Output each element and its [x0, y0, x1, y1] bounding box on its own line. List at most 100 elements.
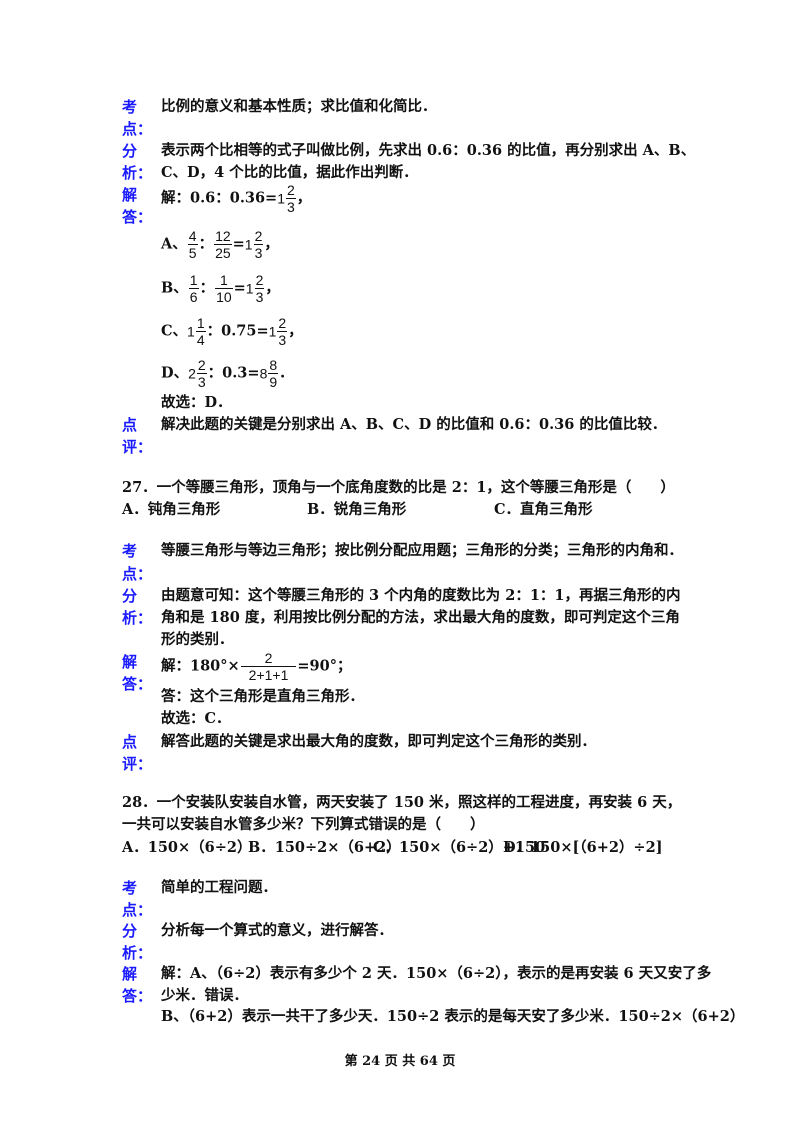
q26-option-d: D、2 2 3 ：0.3=8 8 9 ．	[161, 357, 294, 390]
whole: 2	[188, 365, 196, 382]
whole: 1	[187, 323, 195, 340]
fraction: 2 2+1+1	[240, 650, 297, 683]
q26-fenxi-2: C、D，4 个比的比值，据此作出判断．	[161, 164, 418, 181]
denominator: 3	[287, 199, 295, 215]
text: =	[233, 279, 246, 297]
denominator: 2+1+1	[248, 667, 289, 683]
q27-option-b: B．锐角三角形	[307, 501, 407, 518]
label-dian: 点	[122, 416, 138, 434]
text: ，	[296, 189, 312, 207]
q26-fenxi-1: 表示两个比相等的式子叫做比例，先求出 0.6：0.36 的比值，再分别求出 A、…	[161, 142, 696, 159]
numerator: 1	[188, 272, 199, 289]
label-da: 答：	[122, 987, 153, 1005]
q28-question-1: 28．一个安装队安装自水管，两天安装了 150 米，照这样的工程进度，再安装 6…	[122, 794, 682, 811]
label-ping: 评：	[122, 438, 153, 456]
whole: 1	[277, 190, 285, 207]
label-kao: 考	[122, 879, 138, 897]
q28-jieda-2: 少米．错误．	[161, 987, 248, 1004]
label-xi: 析：	[122, 164, 153, 182]
q27-answer: 故选：C．	[161, 710, 231, 727]
q26-option-c: C、1 1 4 ：0.75=1 2 3，	[161, 315, 303, 348]
q28-kaodian: 简单的工程问题．	[161, 879, 277, 896]
text: ：	[199, 279, 215, 297]
q28-option-d: D．150×[（6+2）÷2]	[503, 839, 663, 856]
q27-option-a: A．钝角三角形	[122, 501, 221, 518]
label-kao: 考	[122, 542, 138, 560]
denominator: 3	[197, 374, 206, 390]
text: D、	[161, 364, 189, 382]
q27-fenxi-2: 角和是 180 度，利用按比例分配的方法，求出最大角的度数，即可判定这个三角	[161, 609, 680, 626]
text: ，	[288, 322, 303, 340]
fraction: 12 25	[214, 228, 232, 261]
label-fen: 分	[122, 922, 138, 940]
page-footer: 第 24 页 共 64 页	[344, 1054, 456, 1069]
label-xi: 析：	[122, 609, 153, 627]
denominator: 25	[215, 245, 231, 261]
q27-fenxi-3: 形的类别．	[161, 631, 234, 648]
numerator: 2	[254, 272, 265, 289]
numerator: 4	[187, 228, 198, 245]
label-xi: 析：	[122, 944, 153, 962]
label-jie: 解	[122, 653, 138, 671]
fraction: 1 10	[215, 272, 233, 305]
label-jie: 解	[122, 186, 138, 204]
numerator: 12	[214, 228, 232, 245]
denominator: 5	[188, 245, 197, 261]
denominator: 4	[196, 332, 205, 348]
text: ，	[265, 279, 280, 297]
text: =	[232, 235, 245, 253]
q27-jieda-answer-text: 答：这个三角形是直角三角形．	[161, 688, 364, 705]
q28-option-a: A．150×（6÷2）	[122, 839, 252, 856]
q28-question-2: 一共可以安装自水管多少米？下列算式错误的是（ ）	[122, 816, 485, 833]
text: A、	[161, 235, 187, 253]
q27-option-c: C．直角三角形	[494, 501, 593, 518]
label-fen: 分	[122, 587, 138, 605]
denominator: 6	[189, 289, 198, 305]
q28-option-b: B．150÷2×（6+2）	[248, 839, 401, 856]
label-dian: 点	[122, 733, 138, 751]
denominator: 10	[216, 289, 232, 305]
q27-dianping: 解答此题的关键是求出最大角的度数，即可判定这个三角形的类别．	[161, 733, 596, 750]
q27-question: 27．一个等腰三角形，顶角与一个底角度数的比是 2：1，这个等腰三角形是（ ）	[122, 479, 675, 496]
whole: 1	[245, 280, 254, 297]
q26-jieda-intro: 解：0.6：0.36=1 2 3，	[161, 182, 311, 215]
text: 解：180°×	[161, 657, 240, 675]
q27-jieda-formula: 解：180°× 2 2+1+1 =90°；	[161, 650, 351, 683]
denominator: 9	[269, 374, 278, 390]
label-da: 答：	[122, 208, 153, 226]
denominator: 3	[255, 289, 264, 305]
label-da: 答：	[122, 675, 153, 693]
whole: 1	[268, 323, 277, 340]
q26-answer: 故选：D．	[161, 394, 232, 411]
label-jie: 解	[122, 965, 138, 983]
numerator: 2	[253, 228, 264, 245]
q26-kaodian: 比例的意义和基本性质；求比值和化简比．	[161, 98, 437, 115]
label-dian: 点：	[122, 565, 153, 583]
label-dian: 点：	[122, 120, 153, 138]
numerator: 8	[268, 357, 279, 374]
denominator: 3	[254, 245, 263, 261]
text: ：0.3=	[207, 364, 260, 382]
numerator: 1	[215, 272, 233, 289]
q26-dianping: 解决此题的关键是分别求出 A、B、C、D 的比值和 0.6：0.36 的比值比较…	[161, 416, 667, 433]
whole: 8	[259, 365, 268, 382]
q27-options: A．钝角三角形 B．锐角三角形 C．直角三角形	[122, 499, 682, 521]
q27-kaodian: 等腰三角形与等边三角形；按比例分配应用题；三角形的分类；三角形的内角和．	[161, 542, 683, 559]
denominator: 3	[278, 332, 287, 348]
text: =90°；	[297, 657, 352, 675]
numerator: 2	[240, 650, 297, 667]
text: ：	[198, 235, 214, 253]
label-kao: 考	[122, 98, 138, 116]
whole: 1	[244, 236, 253, 253]
numerator: 2	[196, 357, 207, 374]
text: ．	[279, 364, 294, 382]
text: ：0.75=	[206, 322, 269, 340]
q28-fenxi: 分析每一个算式的意义，进行解答．	[161, 922, 393, 939]
text: ，	[264, 235, 279, 253]
